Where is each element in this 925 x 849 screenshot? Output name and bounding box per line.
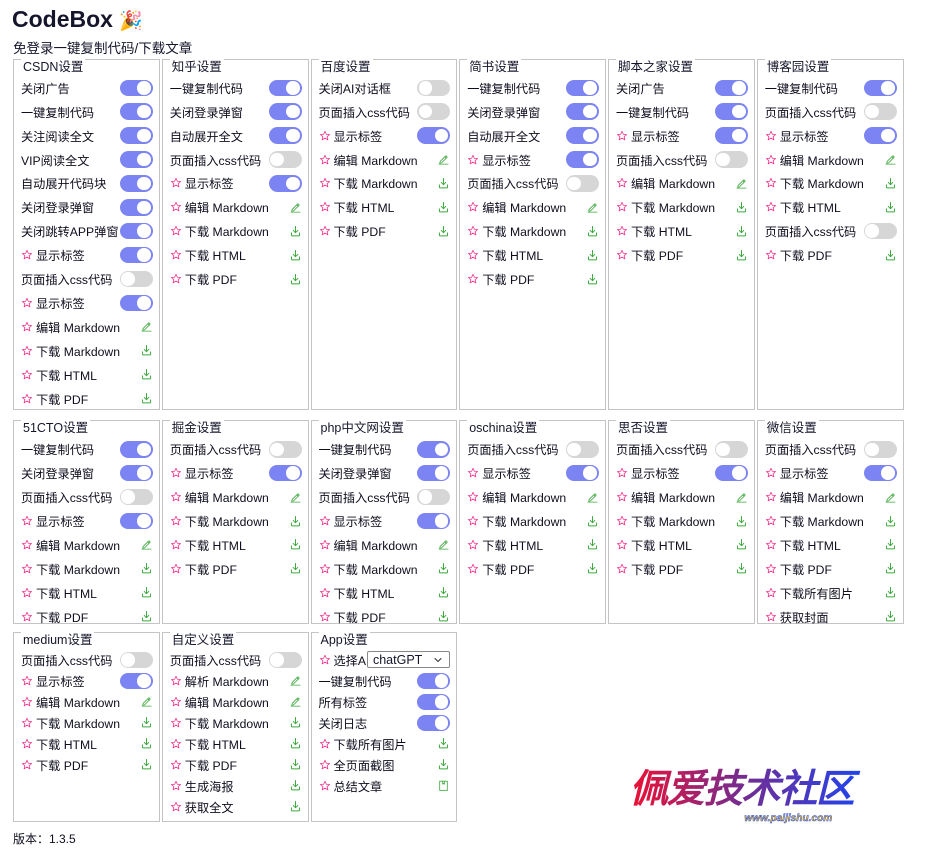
svg-text:www.paijishu.com: www.paijishu.com <box>744 813 832 824</box>
svg-text:佩爱技术社区: 佩爱技术社区 <box>629 768 861 811</box>
